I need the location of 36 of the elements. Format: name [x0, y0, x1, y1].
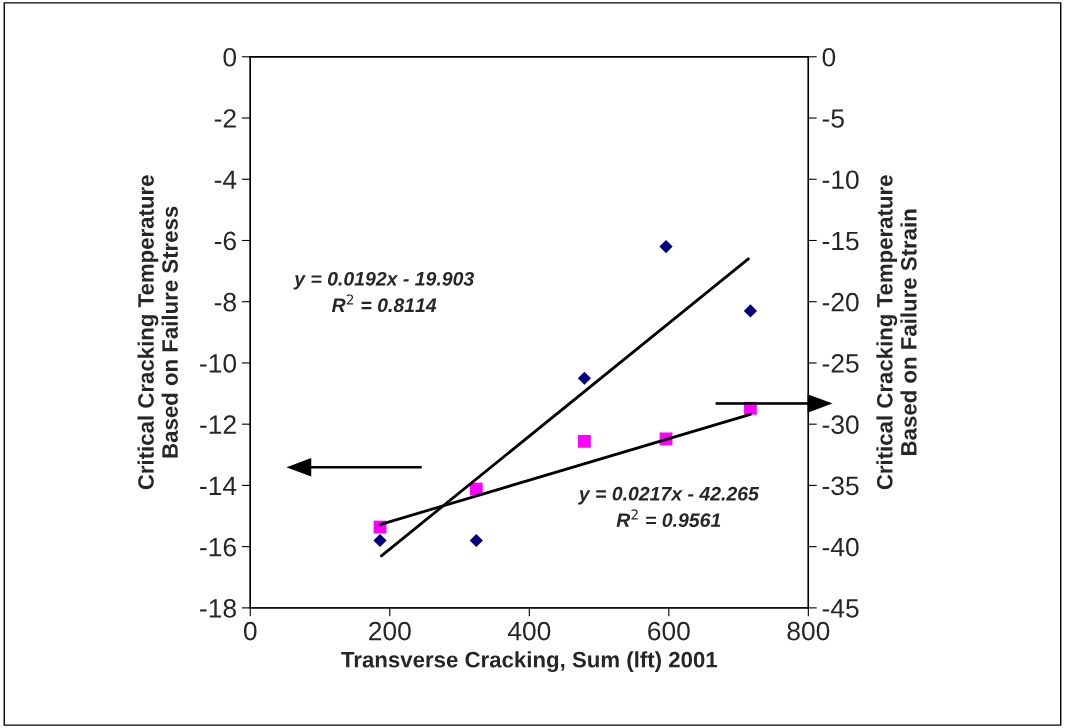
y2-tick-label: -25 [822, 354, 859, 373]
y-tick-label: -16 [200, 537, 236, 557]
y-tick-label: -6 [214, 231, 236, 251]
x-tick-label: 600 [648, 621, 690, 641]
x-tick-label: 400 [507, 621, 551, 641]
point [577, 371, 591, 385]
y2-tick-label: -40 [822, 537, 859, 557]
y-tick-label: -2 [214, 109, 236, 128]
point [578, 434, 591, 448]
y-tick-label: -8 [214, 292, 236, 312]
point [659, 240, 673, 254]
annotation: y = 0.0217x - 42.265 R$^{2}$ = 0.9561 [578, 486, 760, 528]
y-tick-label: -18 [200, 599, 236, 618]
y2-tick-label: -35 [822, 476, 859, 496]
y2-tick-label: -30 [822, 415, 859, 434]
y-tick-label: -14 [200, 476, 237, 495]
y2-axis-title: Critical Cracking Temperature Based on Failure Strain [876, 175, 917, 490]
y-tick-label: -10 [200, 354, 237, 373]
x-tick-label: 0 [243, 621, 257, 641]
y-tick-label: 0 [223, 47, 237, 67]
y-axis-title: Critical Cracking Temperature Based on Failure Stress [137, 175, 178, 490]
y2-tick-label: -10 [822, 170, 859, 190]
point [373, 533, 387, 548]
point [469, 533, 483, 548]
y2-tick-label: -5 [822, 109, 844, 128]
x-tick-label: 800 [787, 621, 830, 641]
y2-tick-label: 0 [822, 47, 836, 67]
x-tick-label: 200 [369, 621, 411, 641]
y2-tick-label: -45 [822, 599, 859, 618]
y2-tick-label: -15 [822, 231, 859, 251]
y-tick-label: -4 [214, 170, 237, 189]
x-axis-title: Transverse Cracking, Sum (lft) 2001 [341, 651, 718, 673]
annotation: y = 0.0192x - 19.903 R$^{2}$ = 0.8114 [293, 271, 475, 313]
point [743, 304, 758, 318]
y-tick-label: -12 [200, 415, 236, 434]
y2-tick-label: -20 [822, 292, 859, 312]
